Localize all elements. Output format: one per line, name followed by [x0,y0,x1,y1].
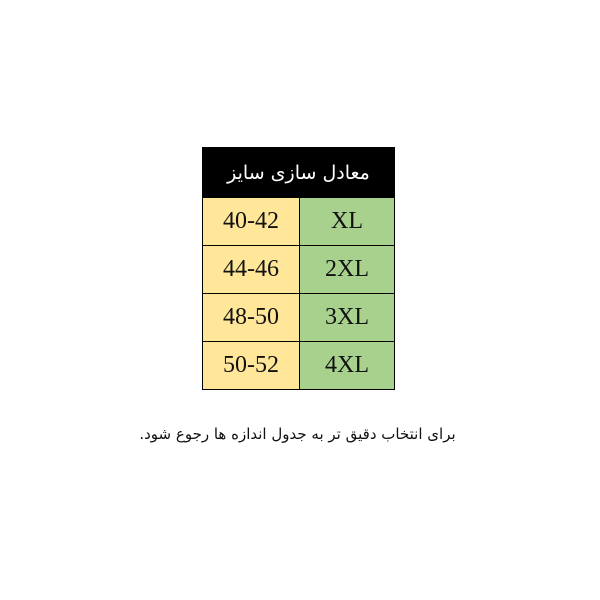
table-row: 40-42 XL [203,197,394,245]
table-title: معادل سازی سایز [203,148,394,197]
table-row: 44-46 2XL [203,245,394,293]
range-cell: 48-50 [203,294,300,341]
size-cell: 3XL [300,294,394,341]
range-cell: 40-42 [203,198,300,245]
size-cell: 2XL [300,246,394,293]
range-cell: 44-46 [203,246,300,293]
size-chart-note: برای انتخاب دقیق تر به جدول اندازه ها رج… [139,425,456,443]
table-row: 48-50 3XL [203,293,394,341]
size-cell: XL [300,198,394,245]
size-cell: 4XL [300,342,394,389]
range-cell: 50-52 [203,342,300,389]
size-equivalence-table: معادل سازی سایز 40-42 XL 44-46 2XL 48-50… [202,147,395,390]
table-row: 50-52 4XL [203,341,394,389]
